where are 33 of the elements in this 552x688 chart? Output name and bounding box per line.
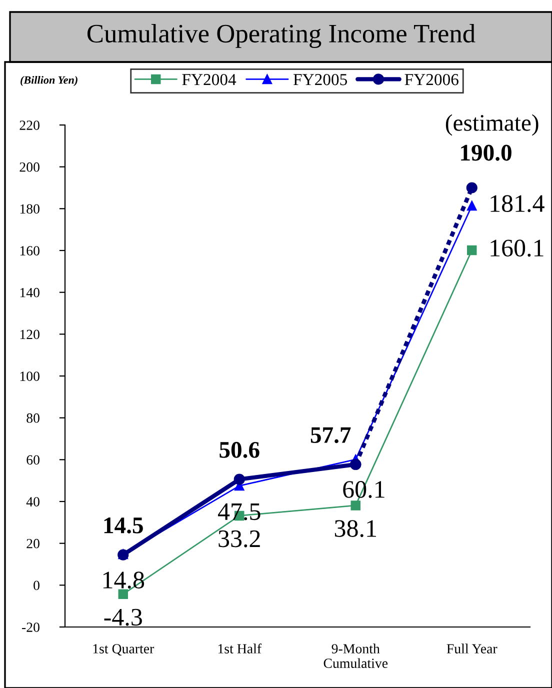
y-axis-title: (Billion Yen): [20, 76, 78, 86]
y-tick-label: 200: [20, 162, 40, 172]
y-tick-label: 160: [20, 246, 40, 256]
y-tick-label: 140: [20, 288, 40, 298]
data-label: 181.4: [490, 195, 544, 212]
y-tick-label: 20: [26, 538, 40, 548]
chart-title: Cumulative Operating Income Trend: [87, 24, 476, 48]
y-tick-label: 100: [20, 372, 40, 381]
y-tick-label: 120: [20, 330, 40, 340]
x-tick-label: 1st Quarter: [93, 644, 154, 656]
x-tick-label: 9-Month Cumulative: [324, 644, 388, 668]
annotation: (estimate): [446, 114, 538, 136]
data-label: 160.1: [490, 240, 544, 257]
y-tick-label: 220: [20, 120, 40, 130]
data-label: 33.2: [218, 530, 260, 548]
data-label: 190.0: [461, 144, 512, 161]
data-label: 14.8: [103, 572, 144, 589]
y-tick-label: 80: [26, 413, 40, 423]
y-tick-label: 40: [26, 497, 40, 506]
legend-label: FY2004: [182, 74, 236, 86]
y-tick-label: 0: [34, 580, 40, 590]
data-label: -4.3: [104, 608, 142, 626]
x-tick-label: Full Year: [446, 644, 498, 654]
legend-label: FY2006: [404, 74, 458, 86]
y-tick-label: 60: [26, 455, 40, 465]
data-label: 38.1: [334, 520, 376, 538]
x-tick-label: 1st Half: [218, 644, 262, 654]
legend-label: FY2005: [293, 74, 347, 86]
y-tick-label: -20: [22, 622, 40, 632]
data-label: 50.6: [220, 442, 260, 458]
data-label: 14.5: [104, 518, 143, 534]
y-tick-label: 180: [20, 204, 40, 214]
data-label: 57.7: [310, 427, 351, 444]
